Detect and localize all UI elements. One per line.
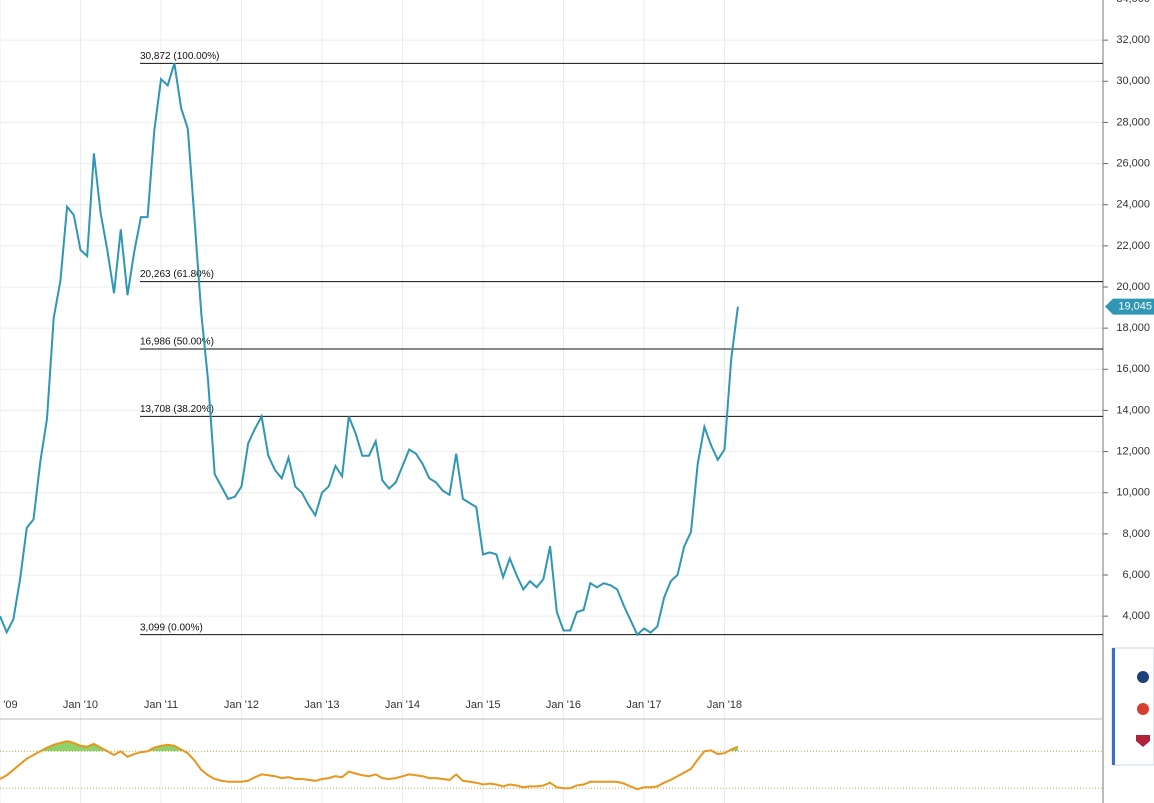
fib-label: 13,708 (38.20%) (140, 404, 214, 415)
fib-label: 3,099 (0.00%) (140, 622, 203, 633)
fib-label: 30,872 (100.00%) (140, 51, 220, 62)
y-tick-label: 26,000 (1116, 157, 1150, 169)
x-tick-label: Jan '10 (63, 699, 98, 711)
side-panel-edge (1112, 648, 1115, 765)
y-tick-label: 16,000 (1116, 363, 1150, 375)
x-tick-label: Jan '09 (0, 699, 18, 711)
y-tick-label: 28,000 (1116, 116, 1150, 128)
fib-label: 20,263 (61.80%) (140, 269, 214, 280)
y-tick-label: 12,000 (1116, 445, 1150, 457)
indicator-fill (40, 741, 738, 752)
x-tick-label: Jan '14 (385, 699, 420, 711)
x-tick-label: Jan '12 (224, 699, 259, 711)
x-tick-label: Jan '17 (626, 699, 661, 711)
last-price-tag (1105, 298, 1154, 315)
y-tick-label: 18,000 (1116, 322, 1150, 334)
y-tick-label: 32,000 (1116, 34, 1150, 46)
price-line (0, 63, 739, 637)
x-tick-label: Jan '11 (144, 699, 178, 711)
y-tick-label: 22,000 (1116, 240, 1150, 252)
y-tick-label: 24,000 (1116, 199, 1150, 211)
x-tick-label: Jan '16 (546, 699, 581, 711)
y-tick-label: 14,000 (1116, 404, 1150, 416)
indicator-line (0, 740, 739, 791)
y-tick-label: 10,000 (1116, 487, 1150, 499)
last-price-label: 19,045 (1118, 301, 1152, 313)
icon[interactable] (1137, 703, 1149, 715)
y-tick-label: 6,000 (1122, 569, 1150, 581)
fib-label: 16,986 (50.00%) (140, 337, 214, 348)
y-tick-label: 8,000 (1122, 528, 1150, 540)
icon[interactable] (1136, 735, 1150, 747)
y-tick-label: 4,000 (1122, 610, 1150, 622)
icon[interactable] (1137, 671, 1149, 683)
x-tick-label: Jan '13 (304, 699, 339, 711)
y-tick-label: 20,000 (1116, 281, 1150, 293)
y-tick-label: 30,000 (1116, 75, 1150, 87)
x-tick-label: Jan '18 (707, 699, 742, 711)
x-tick-label: Jan '15 (465, 699, 500, 711)
y-tick-label: 34,000 (1116, 0, 1150, 5)
